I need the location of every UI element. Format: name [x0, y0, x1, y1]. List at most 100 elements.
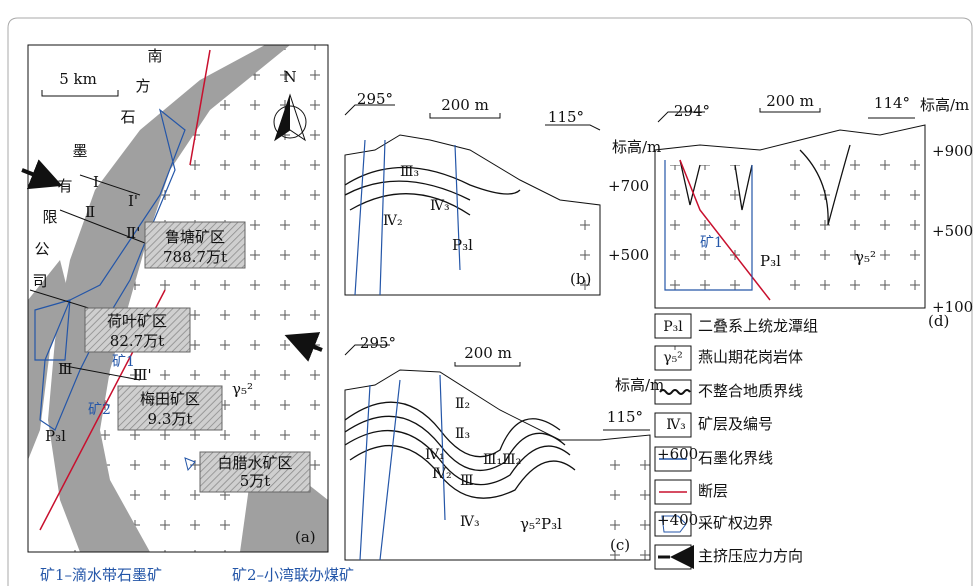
frame — [344, 369, 651, 561]
panel-label: (c) — [610, 536, 630, 554]
section-label: Ⅱ' — [126, 224, 140, 242]
district-reserve: 82.7万t — [110, 332, 164, 350]
district-box — [117, 385, 223, 431]
mine-label: 矿1 — [112, 354, 135, 370]
district-name: 梅田矿区 — [140, 390, 200, 408]
gray-area — [28, 260, 70, 460]
legend-symbol: Ⅳ₃ — [666, 417, 686, 433]
north-label: N — [283, 68, 296, 86]
legend-text: 断层 — [698, 482, 728, 500]
company-char: 南 — [147, 47, 162, 65]
layer-label: Ⅲ — [460, 473, 474, 489]
bearing: 115° — [607, 408, 643, 426]
scale-bar — [344, 344, 650, 431]
scale-label: 5 km — [59, 70, 97, 88]
layer-line — [344, 401, 576, 499]
legend-symbol: γ₅² — [663, 350, 683, 366]
district-box — [199, 451, 311, 493]
district-name: 荷叶矿区 — [107, 312, 167, 330]
district-reserve: 9.3万t — [148, 410, 193, 428]
scale-label: 200 m — [766, 92, 814, 110]
company-char: 方 — [135, 77, 150, 95]
frame — [27, 44, 329, 553]
layer-label: Ⅳ₃ — [430, 198, 450, 214]
district-reserve: 788.7万t — [163, 248, 227, 266]
granite-area — [600, 440, 650, 560]
legend-swatch — [654, 412, 692, 438]
legend-swatch — [661, 515, 687, 533]
layer-label: Ⅳ₁ — [425, 447, 445, 463]
elevation: +600 — [657, 445, 698, 463]
scale-label: 200 m — [441, 96, 489, 114]
strata-label: P₃l — [45, 427, 66, 445]
legend-text: 不整合地质界线 — [698, 382, 803, 400]
frame — [344, 134, 601, 296]
district-name: 白腊水矿区 — [217, 454, 292, 472]
layer-label: Ⅲ₁Ⅲ₂ — [483, 452, 521, 468]
company-char: 石 — [120, 108, 135, 126]
strata-label: P₃l — [760, 252, 781, 270]
layer-label: Ⅱ₂ — [455, 396, 470, 412]
company-char: 公 — [34, 240, 49, 258]
layer-label: Ⅳ₃ — [460, 514, 480, 530]
section-label: Ⅰ — [93, 173, 99, 191]
outer-frame — [7, 17, 973, 586]
granite-area — [560, 200, 600, 295]
granite-area — [780, 150, 925, 308]
mining-boundary — [184, 457, 196, 472]
panel-b: 295° 115° 200 m 标高/m +700 +500 Ⅲ₃ Ⅳ₂ Ⅳ₃ … — [344, 90, 661, 296]
legend-text: 采矿权边界 — [698, 514, 773, 532]
fault — [679, 159, 771, 301]
strata-label: P₃l — [452, 236, 473, 254]
layer-label: Ⅳ₂ — [432, 466, 452, 482]
caption: 矿2–小湾联办煤矿 — [232, 566, 354, 584]
scale-bar — [41, 90, 119, 97]
legend-text: 二叠系上统龙潭组 — [698, 317, 818, 335]
legend: P₃l γ₅² Ⅳ₃ 二叠系上统龙潭组 燕山期花岗岩体 不整合地质界线 矿层及编… — [654, 313, 818, 569]
mine-label: 矿2 — [88, 402, 111, 418]
legend-text: 燕山期花岗岩体 — [698, 348, 803, 366]
axis-title: 标高/m — [612, 138, 661, 156]
axis-title: 标高/m — [615, 376, 664, 394]
layer-label: Ⅲ₃ — [400, 164, 419, 180]
bearing: 295° — [360, 334, 396, 352]
west-area — [28, 45, 270, 552]
legend-swatch — [654, 313, 692, 339]
scale-bar — [344, 104, 601, 131]
scale-label: 200 m — [464, 344, 512, 362]
elevation: +900 — [932, 142, 973, 160]
elevation: +400 — [657, 511, 698, 529]
panel-label: (a) — [295, 528, 316, 546]
legend-text: 石墨化界线 — [698, 449, 773, 467]
frame — [654, 124, 926, 309]
legend-swatch — [659, 389, 691, 395]
elevation: +100 — [932, 298, 973, 316]
company-char: 限 — [42, 208, 57, 226]
section-label: Ⅲ' — [133, 366, 152, 384]
company-char: 司 — [32, 272, 47, 290]
bearing: 115° — [548, 108, 584, 126]
caption: 矿1–滴水带石墨矿 — [40, 566, 162, 584]
legend-symbol: P₃l — [663, 319, 683, 335]
elevation: +500 — [932, 222, 973, 240]
district-box — [144, 221, 246, 269]
stress-arrow — [21, 159, 63, 190]
stress-arrow — [284, 332, 323, 362]
granite-label: γ₅² — [855, 248, 876, 266]
district-name: 鲁塘矿区 — [165, 228, 225, 246]
legend-text: 矿层及编号 — [698, 415, 773, 433]
scale-bar — [657, 108, 915, 123]
district-reserve: 5万t — [240, 472, 271, 490]
elevation: +500 — [608, 246, 649, 264]
layer-label: Ⅳ₂ — [383, 213, 403, 229]
section-label: Ⅰ' — [128, 192, 138, 210]
company-char: 有 — [57, 177, 72, 195]
panel-c: 295° 115° 200 m 标高/m +600 +400 Ⅱ₂ Ⅱ₃ Ⅳ₁ … — [344, 334, 698, 561]
strata-label: γ₅²P₃l — [520, 515, 562, 533]
north-arrow — [273, 105, 307, 139]
axis-title: 标高/m — [920, 96, 969, 114]
mine-label: 矿1 — [700, 235, 723, 251]
granite-label: γ₅² — [232, 380, 253, 398]
bearing: 295° — [357, 90, 393, 108]
